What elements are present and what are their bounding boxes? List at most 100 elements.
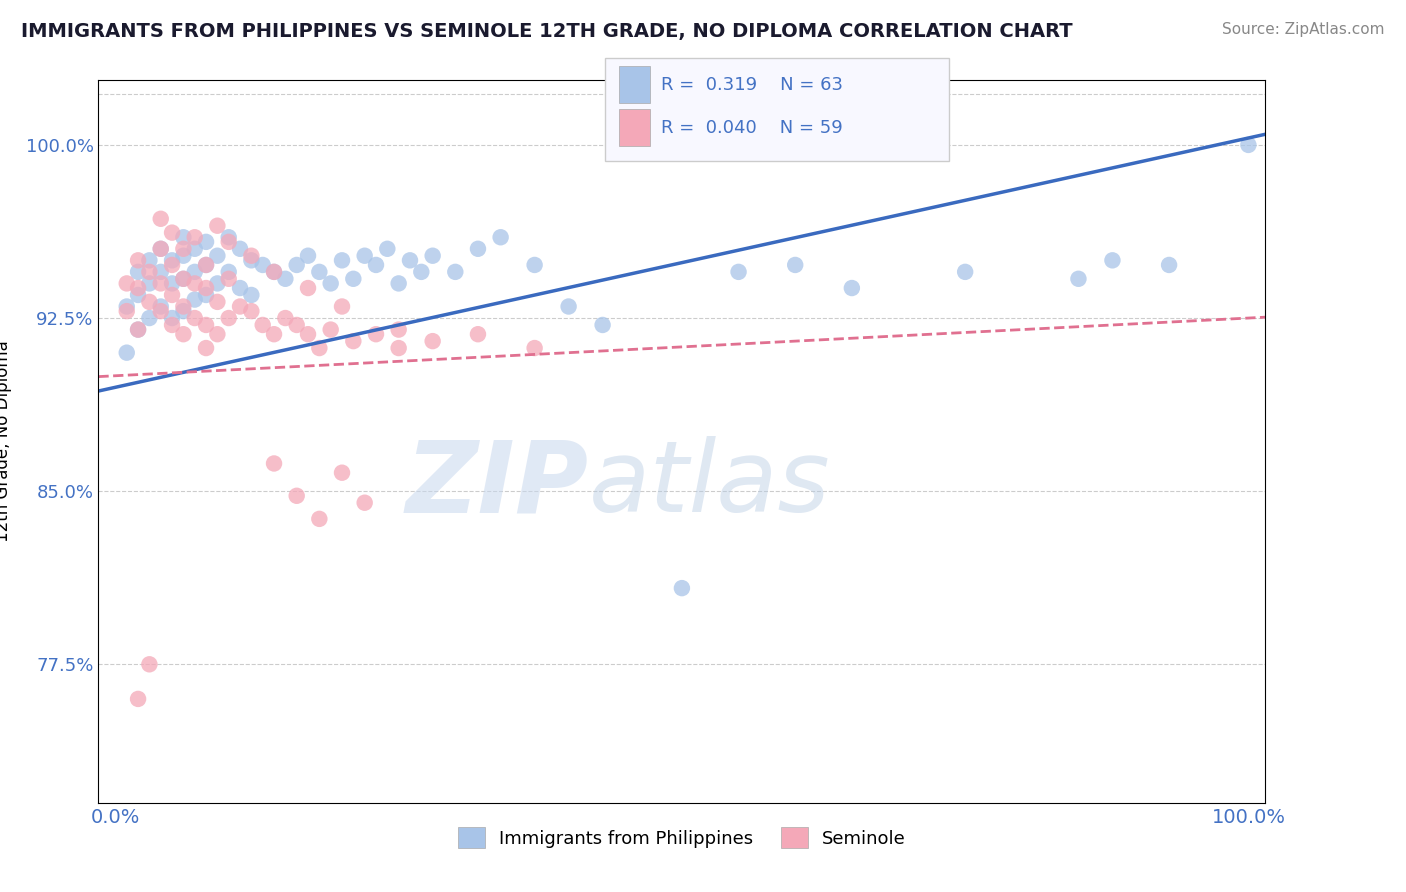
Point: [218, 230, 240, 244]
Point: [138, 265, 160, 279]
Point: [127, 281, 149, 295]
Point: [252, 258, 274, 272]
Point: [1067, 272, 1090, 286]
Point: [422, 334, 444, 348]
Point: [297, 281, 319, 295]
Point: [183, 265, 205, 279]
Text: ZIP: ZIP: [405, 436, 589, 533]
Point: [172, 327, 194, 342]
Point: [411, 265, 433, 279]
Point: [841, 281, 863, 295]
Point: [115, 277, 138, 291]
Point: [1159, 258, 1181, 272]
Point: [183, 277, 205, 291]
Point: [467, 327, 489, 342]
Point: [240, 249, 263, 263]
Point: [342, 272, 364, 286]
Y-axis label: 12th Grade, No Diploma: 12th Grade, No Diploma: [0, 341, 11, 542]
Point: [252, 318, 274, 332]
Point: [388, 277, 411, 291]
Legend: Immigrants from Philippines, Seminole: Immigrants from Philippines, Seminole: [451, 820, 912, 855]
Point: [127, 253, 149, 268]
Point: [353, 249, 375, 263]
Point: [240, 288, 263, 302]
Point: [207, 277, 229, 291]
Point: [207, 219, 229, 233]
Point: [172, 230, 194, 244]
Point: [149, 242, 172, 256]
Point: [422, 249, 444, 263]
Point: [195, 318, 218, 332]
Point: [785, 258, 807, 272]
Point: [319, 322, 342, 336]
Point: [330, 300, 353, 314]
Point: [160, 288, 183, 302]
Point: [388, 341, 411, 355]
Point: [285, 489, 308, 503]
Point: [229, 242, 252, 256]
Text: IMMIGRANTS FROM PHILIPPINES VS SEMINOLE 12TH GRADE, NO DIPLOMA CORRELATION CHART: IMMIGRANTS FROM PHILIPPINES VS SEMINOLE …: [21, 22, 1073, 41]
Point: [195, 258, 218, 272]
Point: [330, 253, 353, 268]
Point: [274, 272, 297, 286]
Point: [160, 277, 183, 291]
Point: [240, 253, 263, 268]
Point: [263, 327, 285, 342]
Point: [285, 318, 308, 332]
Point: [115, 345, 138, 359]
Point: [138, 294, 160, 309]
Text: atlas: atlas: [589, 436, 830, 533]
Point: [467, 242, 489, 256]
Point: [160, 318, 183, 332]
Point: [149, 265, 172, 279]
Point: [160, 226, 183, 240]
Point: [195, 341, 218, 355]
Point: [953, 265, 976, 279]
Point: [388, 322, 411, 336]
Point: [229, 281, 252, 295]
Point: [115, 300, 138, 314]
Point: [138, 277, 160, 291]
Point: [172, 249, 194, 263]
Point: [207, 249, 229, 263]
Point: [183, 242, 205, 256]
Text: Source: ZipAtlas.com: Source: ZipAtlas.com: [1222, 22, 1385, 37]
Point: [207, 327, 229, 342]
Point: [218, 265, 240, 279]
Point: [364, 327, 387, 342]
Point: [149, 300, 172, 314]
Text: R =  0.319    N = 63: R = 0.319 N = 63: [661, 76, 842, 94]
Point: [115, 304, 138, 318]
Point: [172, 272, 194, 286]
Point: [263, 457, 285, 471]
Point: [308, 512, 330, 526]
Point: [342, 334, 364, 348]
Point: [523, 341, 546, 355]
Point: [218, 272, 240, 286]
Point: [399, 253, 422, 268]
Point: [183, 230, 205, 244]
Point: [172, 304, 194, 318]
Point: [149, 242, 172, 256]
Text: R =  0.040    N = 59: R = 0.040 N = 59: [661, 119, 842, 136]
Point: [557, 300, 579, 314]
Point: [285, 258, 308, 272]
Point: [523, 258, 546, 272]
Point: [297, 327, 319, 342]
Point: [127, 322, 149, 336]
Point: [160, 253, 183, 268]
Point: [207, 294, 229, 309]
Point: [364, 258, 387, 272]
Point: [297, 249, 319, 263]
Point: [195, 288, 218, 302]
Point: [308, 341, 330, 355]
Point: [127, 265, 149, 279]
Point: [592, 318, 614, 332]
Point: [127, 692, 149, 706]
Point: [149, 304, 172, 318]
Point: [127, 288, 149, 302]
Point: [353, 496, 375, 510]
Point: [149, 277, 172, 291]
Point: [375, 242, 398, 256]
Point: [1101, 253, 1123, 268]
